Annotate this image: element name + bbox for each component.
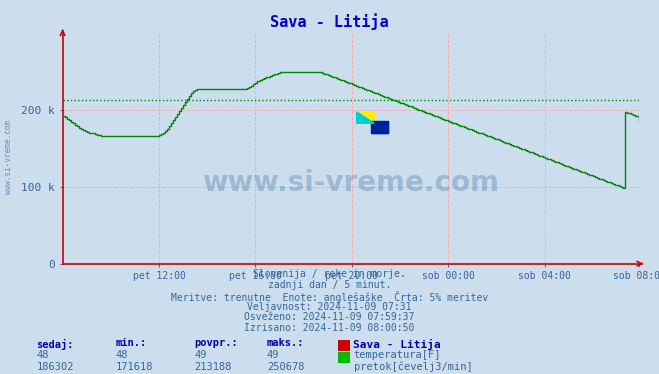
Text: maks.:: maks.:	[267, 338, 304, 349]
Text: Sava - Litija: Sava - Litija	[270, 13, 389, 30]
Text: sedaj:: sedaj:	[36, 338, 74, 349]
Text: Izrisano: 2024-11-09 08:00:50: Izrisano: 2024-11-09 08:00:50	[244, 323, 415, 333]
Text: 186302: 186302	[36, 362, 74, 372]
Text: 250678: 250678	[267, 362, 304, 372]
Text: pretok[čevelj3/min]: pretok[čevelj3/min]	[354, 362, 473, 372]
Text: 213188: 213188	[194, 362, 232, 372]
Text: 48: 48	[36, 350, 49, 360]
Polygon shape	[371, 121, 388, 132]
Text: Sava - Litija: Sava - Litija	[353, 338, 440, 349]
Text: zadnji dan / 5 minut.: zadnji dan / 5 minut.	[268, 280, 391, 290]
Text: 171618: 171618	[115, 362, 153, 372]
Text: min.:: min.:	[115, 338, 146, 349]
Bar	[357, 112, 374, 123]
Text: Veljavnost: 2024-11-09 07:31: Veljavnost: 2024-11-09 07:31	[247, 302, 412, 312]
Text: Osveženo: 2024-11-09 07:59:37: Osveženo: 2024-11-09 07:59:37	[244, 312, 415, 322]
Text: 49: 49	[194, 350, 207, 360]
Text: 49: 49	[267, 350, 279, 360]
Text: temperatura[F]: temperatura[F]	[354, 350, 442, 360]
Text: 48: 48	[115, 350, 128, 360]
Text: www.si-vreme.com: www.si-vreme.com	[202, 169, 500, 197]
Polygon shape	[357, 112, 374, 123]
Text: www.si-vreme.com: www.si-vreme.com	[4, 120, 13, 194]
Text: Slovenija / reke in morje.: Slovenija / reke in morje.	[253, 269, 406, 279]
Text: Meritve: trenutne  Enote: anglešaške  Črta: 5% meritev: Meritve: trenutne Enote: anglešaške Črta…	[171, 291, 488, 303]
Bar	[371, 121, 388, 132]
Text: povpr.:: povpr.:	[194, 338, 238, 349]
